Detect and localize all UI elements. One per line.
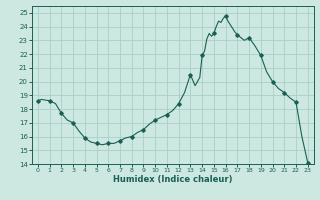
X-axis label: Humidex (Indice chaleur): Humidex (Indice chaleur)	[113, 175, 233, 184]
